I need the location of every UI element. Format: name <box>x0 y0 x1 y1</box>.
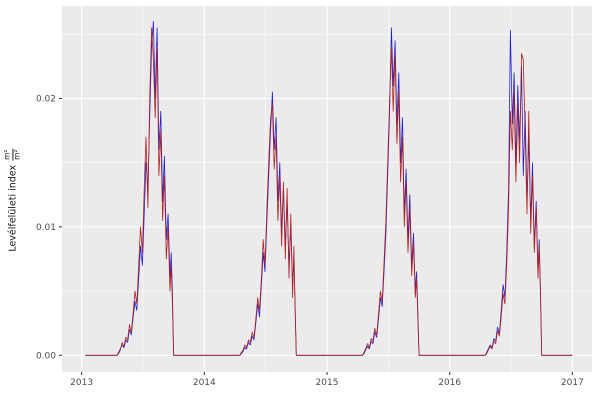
y-tick-label: 0.01 <box>36 223 56 233</box>
x-tick-label: 2015 <box>316 378 339 388</box>
y-axis-title-text: Levélfelületi index <box>7 164 19 252</box>
y-tick-label: 0.00 <box>36 351 56 361</box>
x-tick-label: 2014 <box>193 378 216 388</box>
y-axis-title: Levélfelületi index m² m² <box>0 0 26 400</box>
fraction-denominator: m² <box>12 149 22 160</box>
x-tick-label: 2016 <box>438 378 461 388</box>
y-tick-label: 0.02 <box>36 94 56 104</box>
series-red-line <box>85 27 573 356</box>
y-axis-title-fraction: m² m² <box>3 148 22 161</box>
x-tick-label: 2017 <box>561 378 584 388</box>
x-tick-label: 2013 <box>70 378 93 388</box>
y-axis-title-inner: Levélfelületi index m² m² <box>3 148 22 252</box>
